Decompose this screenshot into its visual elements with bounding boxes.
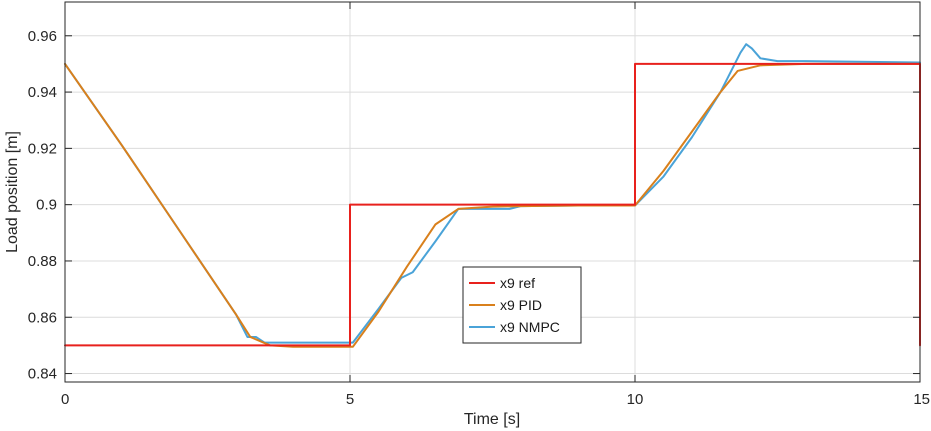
y-tick-label: 0.96 bbox=[28, 28, 57, 45]
x-axis-label: Time [s] bbox=[464, 411, 520, 428]
y-tick-label: 0.94 bbox=[28, 84, 57, 101]
y-tick-label: 0.88 bbox=[28, 253, 57, 270]
x-tick-label: 10 bbox=[627, 391, 644, 408]
y-tick-label: 0.84 bbox=[28, 366, 57, 383]
x-tick-label: 15 bbox=[913, 391, 930, 408]
legend: x9 ref x9 PID x9 NMPC bbox=[462, 266, 582, 344]
y-tick-label: 0.9 bbox=[36, 197, 57, 214]
y-tick-label: 0.86 bbox=[28, 309, 57, 326]
y-axis-label: Load position [m] bbox=[4, 131, 21, 253]
axis-ticks: 0 5 10 15 0.84 0.86 0.88 0.9 0.92 0.94 0.96 bbox=[28, 2, 930, 408]
plot-frame bbox=[64, 1, 921, 383]
x-tick-label: 0 bbox=[61, 391, 69, 408]
legend-entry-label: x9 ref bbox=[500, 275, 535, 291]
series-line-x9-pid bbox=[64, 62, 921, 348]
x-tick-label: 5 bbox=[346, 391, 354, 408]
legend-entry-label: x9 PID bbox=[500, 297, 542, 313]
legend-entry-label: x9 NMPC bbox=[500, 319, 560, 335]
y-tick-label: 0.92 bbox=[28, 140, 57, 157]
